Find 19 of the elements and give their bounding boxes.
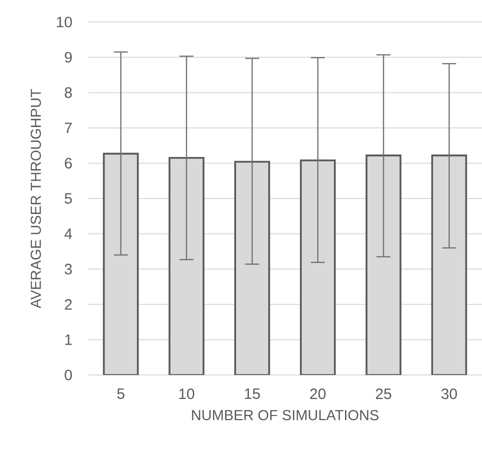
y-tick-label: 1 [65, 334, 72, 345]
y-tick-label: 0 [64, 370, 72, 380]
y-tick-label: 5 [64, 193, 72, 204]
y-tick-label: 7 [64, 122, 72, 134]
y-tick-label: 4 [64, 228, 72, 239]
y-tick-label: 9 [64, 52, 72, 63]
x-axis-title: NUMBER OF SIMULATIONS [192, 410, 378, 420]
x-tick-label: 15 [244, 388, 260, 399]
y-tick-label: 8 [64, 87, 72, 98]
x-tick-label: 20 [310, 388, 326, 400]
y-tick-label: 10 [56, 16, 72, 28]
y-tick-label: 6 [64, 158, 72, 168]
x-tick-label: 25 [376, 388, 392, 400]
x-tick-label: 10 [179, 388, 194, 400]
x-tick-label: 5 [117, 388, 124, 399]
y-tick-label: 2 [64, 299, 72, 310]
x-tick-label: 30 [441, 388, 457, 400]
y-axis-title: AVERAGE USER THROUGHPUT [30, 89, 41, 308]
y-tick-label: 3 [64, 264, 72, 274]
